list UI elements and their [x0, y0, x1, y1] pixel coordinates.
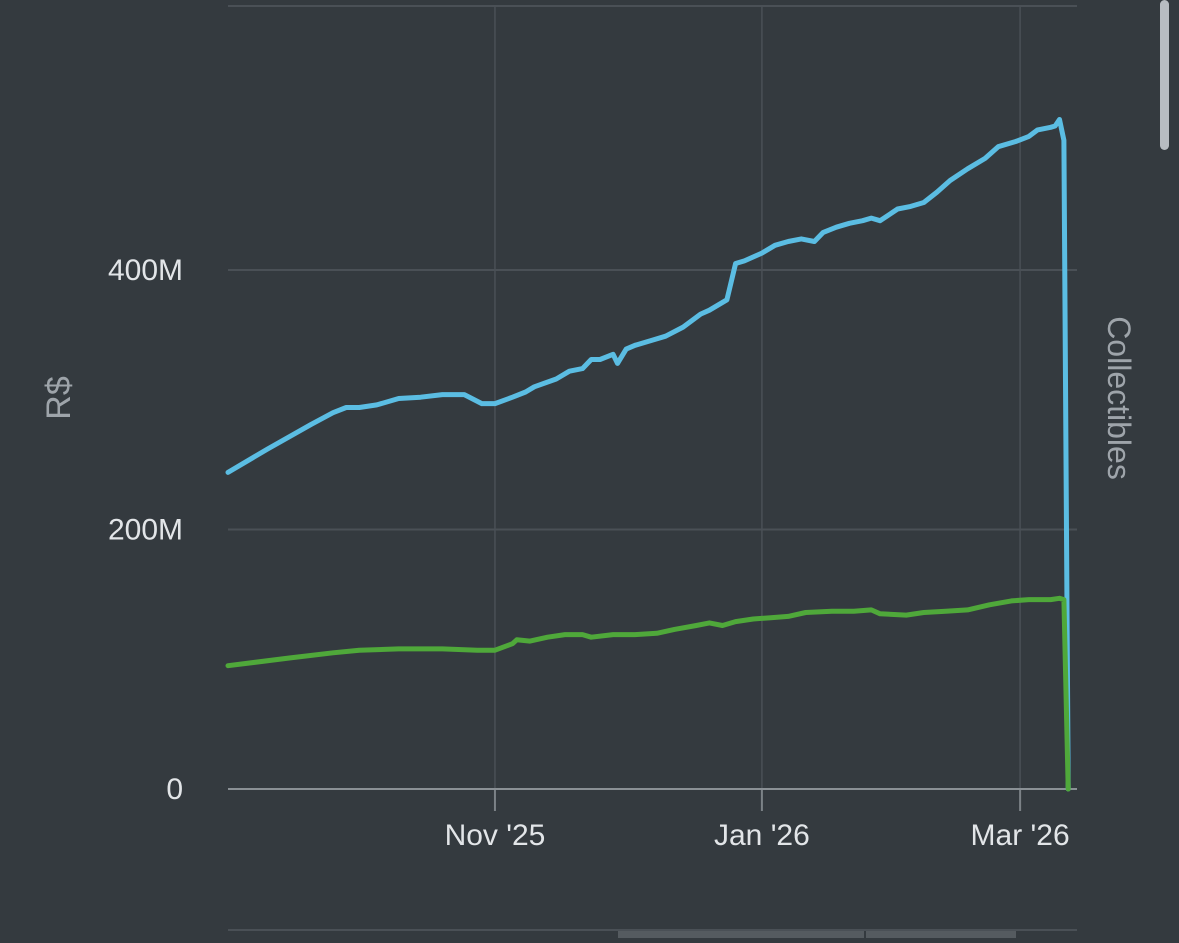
y-tick-label: 400M	[108, 254, 183, 287]
y-tick-label: 200M	[108, 514, 183, 547]
axis-labels: 0 200M 400M Nov '25 Jan '26 Mar '26 R$ Collecti…	[40, 254, 1137, 852]
axes	[228, 788, 1077, 811]
scrollbar-thumb	[1160, 0, 1169, 150]
series-lines	[225, 117, 1071, 792]
x-tick-label: Nov '25	[445, 819, 546, 852]
series-line-series-a	[225, 117, 1071, 792]
navigator-handle-right	[866, 931, 1016, 938]
y-axis-title: R$	[40, 376, 78, 420]
right-axis-title: Collectibles	[1101, 316, 1137, 480]
scroll-chrome	[228, 0, 1169, 938]
series-line-collectibles	[225, 595, 1071, 792]
x-tick-label: Mar '26	[971, 819, 1070, 852]
grid-lines	[228, 5, 1077, 789]
x-tick-label: Jan '26	[714, 819, 810, 852]
navigator-handle-left	[618, 931, 864, 938]
y-tick-label: 0	[166, 773, 183, 806]
